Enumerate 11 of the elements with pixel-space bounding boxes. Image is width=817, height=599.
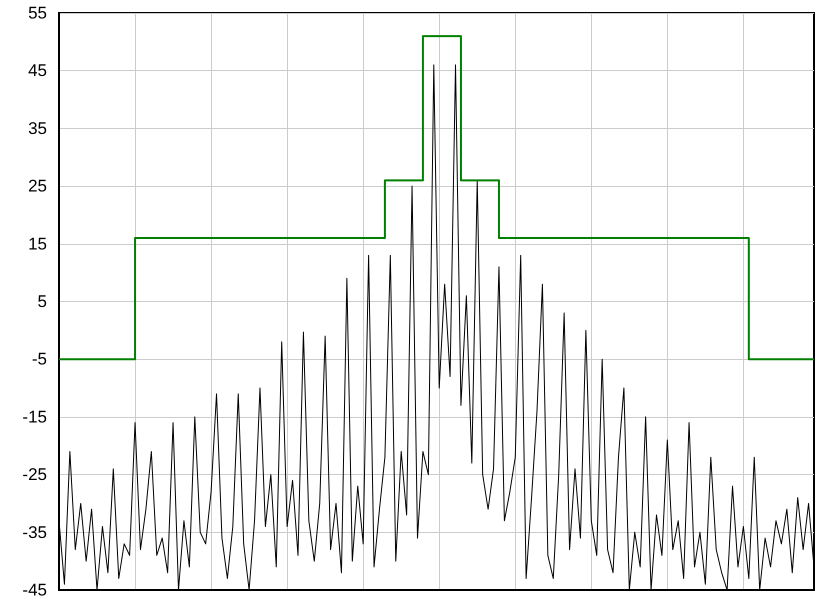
y-tick-label: -45: [22, 580, 47, 599]
y-tick-label: 5: [38, 292, 47, 311]
y-tick-label: -25: [22, 465, 47, 484]
y-tick-label: 45: [28, 61, 47, 80]
y-tick-label: 55: [28, 4, 47, 22]
y-tick-label: -35: [22, 522, 47, 542]
y-tick-label: 15: [28, 234, 47, 254]
y-tick-label: 35: [28, 118, 47, 138]
y-tick-label: -5: [32, 350, 47, 369]
y-tick-label: -15: [22, 407, 47, 426]
y-tick-label: 25: [28, 176, 47, 196]
